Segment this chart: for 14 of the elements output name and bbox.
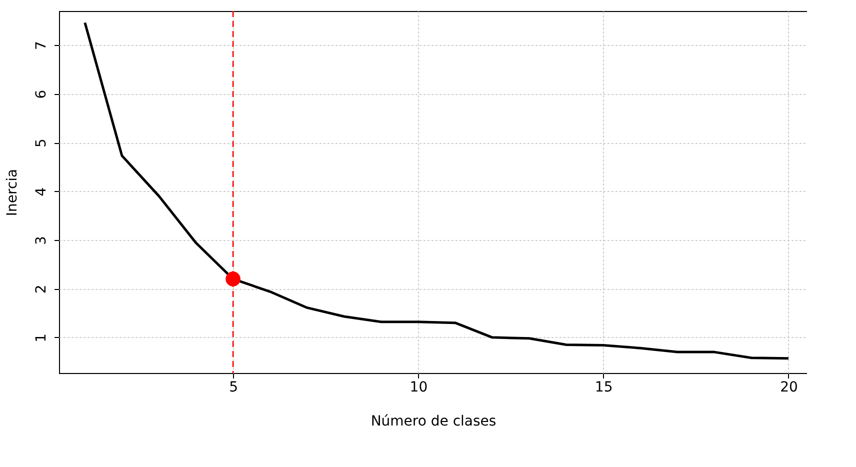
line-series: [84, 21, 790, 360]
x-tick-label: 20: [780, 380, 798, 396]
y-tick-label: 1: [34, 333, 50, 342]
x-tick-label: 10: [410, 380, 428, 396]
y-tick-label: 5: [34, 138, 50, 148]
y-tick-label: 7: [34, 41, 50, 50]
x-tick-label: 15: [594, 380, 613, 396]
y-tick-label: 6: [34, 90, 50, 99]
y-tick-label: 2: [34, 284, 50, 294]
x-tick-label: 5: [229, 380, 238, 396]
y-axis-title: Inercia: [4, 168, 20, 216]
y-tick-label: 3: [34, 236, 50, 245]
x-axis-title: Número de clases: [370, 414, 496, 430]
y-tick-label: 4: [34, 187, 50, 196]
